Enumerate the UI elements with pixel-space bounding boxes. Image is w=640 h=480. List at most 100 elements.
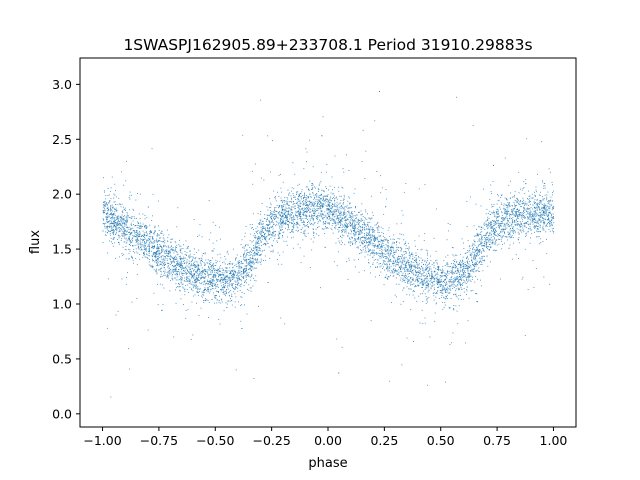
data-point (202, 292, 204, 294)
data-point (443, 297, 445, 299)
data-point (424, 322, 426, 324)
data-point (103, 211, 105, 213)
data-point (323, 228, 325, 230)
data-point (434, 274, 436, 276)
data-point (149, 251, 150, 253)
data-point (446, 262, 448, 263)
data-point (297, 198, 299, 200)
data-point (142, 239, 144, 241)
data-point (158, 265, 160, 267)
data-point (311, 249, 313, 251)
data-point (203, 281, 205, 283)
data-point (164, 244, 166, 246)
data-point (102, 206, 104, 208)
data-point (205, 298, 206, 300)
data-point (157, 233, 159, 234)
data-point (305, 197, 307, 199)
data-point (167, 253, 169, 255)
data-point (109, 232, 111, 234)
data-point (181, 258, 182, 260)
data-point (243, 256, 244, 258)
data-point (223, 310, 225, 312)
data-point (553, 232, 554, 234)
data-point (197, 290, 199, 292)
data-point (287, 210, 288, 212)
data-point (175, 287, 177, 289)
data-point (220, 275, 221, 276)
data-point (421, 273, 422, 275)
data-point (160, 262, 162, 264)
data-point (422, 282, 424, 284)
data-point (537, 213, 539, 215)
data-point (332, 219, 333, 221)
data-point (383, 257, 384, 258)
data-point (399, 238, 401, 240)
data-point (523, 211, 524, 212)
data-point (463, 273, 464, 275)
data-point (402, 234, 404, 236)
data-point (332, 198, 333, 199)
data-point (108, 230, 110, 232)
data-point (506, 211, 508, 213)
data-point (281, 202, 283, 203)
data-point (369, 243, 371, 245)
data-point (195, 272, 197, 274)
data-point (341, 220, 342, 222)
data-point (352, 220, 354, 222)
data-point (522, 202, 524, 204)
data-point (122, 220, 124, 222)
data-point (290, 237, 292, 239)
data-point (156, 238, 157, 240)
data-point (343, 196, 345, 198)
data-point (475, 262, 477, 264)
data-point (106, 229, 108, 231)
data-point (329, 209, 330, 210)
data-point (134, 230, 136, 231)
data-point (418, 285, 420, 286)
data-point (434, 279, 436, 281)
data-point (428, 263, 430, 265)
data-point (327, 196, 328, 197)
data-point (205, 283, 207, 285)
data-point (167, 247, 169, 249)
data-point (420, 275, 422, 277)
data-point (309, 204, 311, 206)
data-point (233, 273, 234, 275)
data-point (517, 231, 519, 233)
data-point (351, 224, 353, 226)
data-point (432, 277, 434, 279)
data-point (372, 253, 374, 255)
data-point (494, 250, 496, 251)
data-point (345, 232, 347, 234)
data-point (353, 192, 355, 194)
data-point (467, 272, 469, 274)
data-point (396, 296, 397, 298)
data-point (132, 240, 133, 242)
data-point (193, 219, 195, 220)
data-point (188, 271, 189, 273)
data-point (333, 261, 335, 263)
data-point (114, 201, 116, 203)
data-point (338, 221, 340, 222)
data-point (244, 259, 246, 261)
data-point (509, 201, 511, 203)
data-point (544, 222, 546, 224)
data-point (477, 255, 479, 256)
data-point (448, 288, 450, 290)
data-point (168, 277, 169, 279)
data-point (497, 225, 499, 227)
data-point (256, 261, 258, 263)
data-point (447, 286, 448, 288)
data-point (417, 271, 419, 273)
data-point (514, 199, 516, 201)
data-point (198, 280, 200, 281)
data-point (280, 215, 282, 216)
data-point (536, 191, 537, 193)
data-point (377, 245, 379, 247)
data-point (368, 248, 369, 250)
data-point (180, 276, 182, 278)
data-point (318, 204, 320, 205)
data-point (246, 274, 248, 276)
data-point (132, 234, 134, 236)
data-point (320, 205, 322, 207)
